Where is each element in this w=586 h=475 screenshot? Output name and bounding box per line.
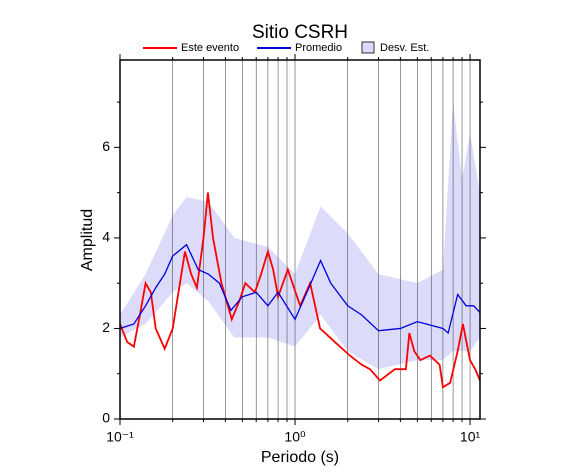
x-tick-label: 10⁰ <box>284 429 306 445</box>
y-tick-label: 2 <box>102 319 110 335</box>
x-axis-label: Periodo (s) <box>261 449 339 466</box>
x-tick-label: 10⁻¹ <box>106 429 134 445</box>
y-axis-label: Amplitud <box>79 209 96 271</box>
legend-label: Desv. Est. <box>380 42 429 54</box>
x-tick-label: 10¹ <box>460 429 481 445</box>
chart-title: Sitio CSRH <box>252 22 348 43</box>
series-line <box>119 243 481 335</box>
series-line <box>119 192 481 389</box>
legend-swatch <box>361 41 375 54</box>
legend-label: Promedio <box>295 42 342 54</box>
y-tick-label: 6 <box>102 138 110 154</box>
plot-frame <box>119 59 481 420</box>
y-tick-label: 4 <box>102 229 110 245</box>
y-tick-label: 0 <box>102 410 110 426</box>
legend-label: Este evento <box>181 42 239 54</box>
std-band <box>120 102 480 370</box>
